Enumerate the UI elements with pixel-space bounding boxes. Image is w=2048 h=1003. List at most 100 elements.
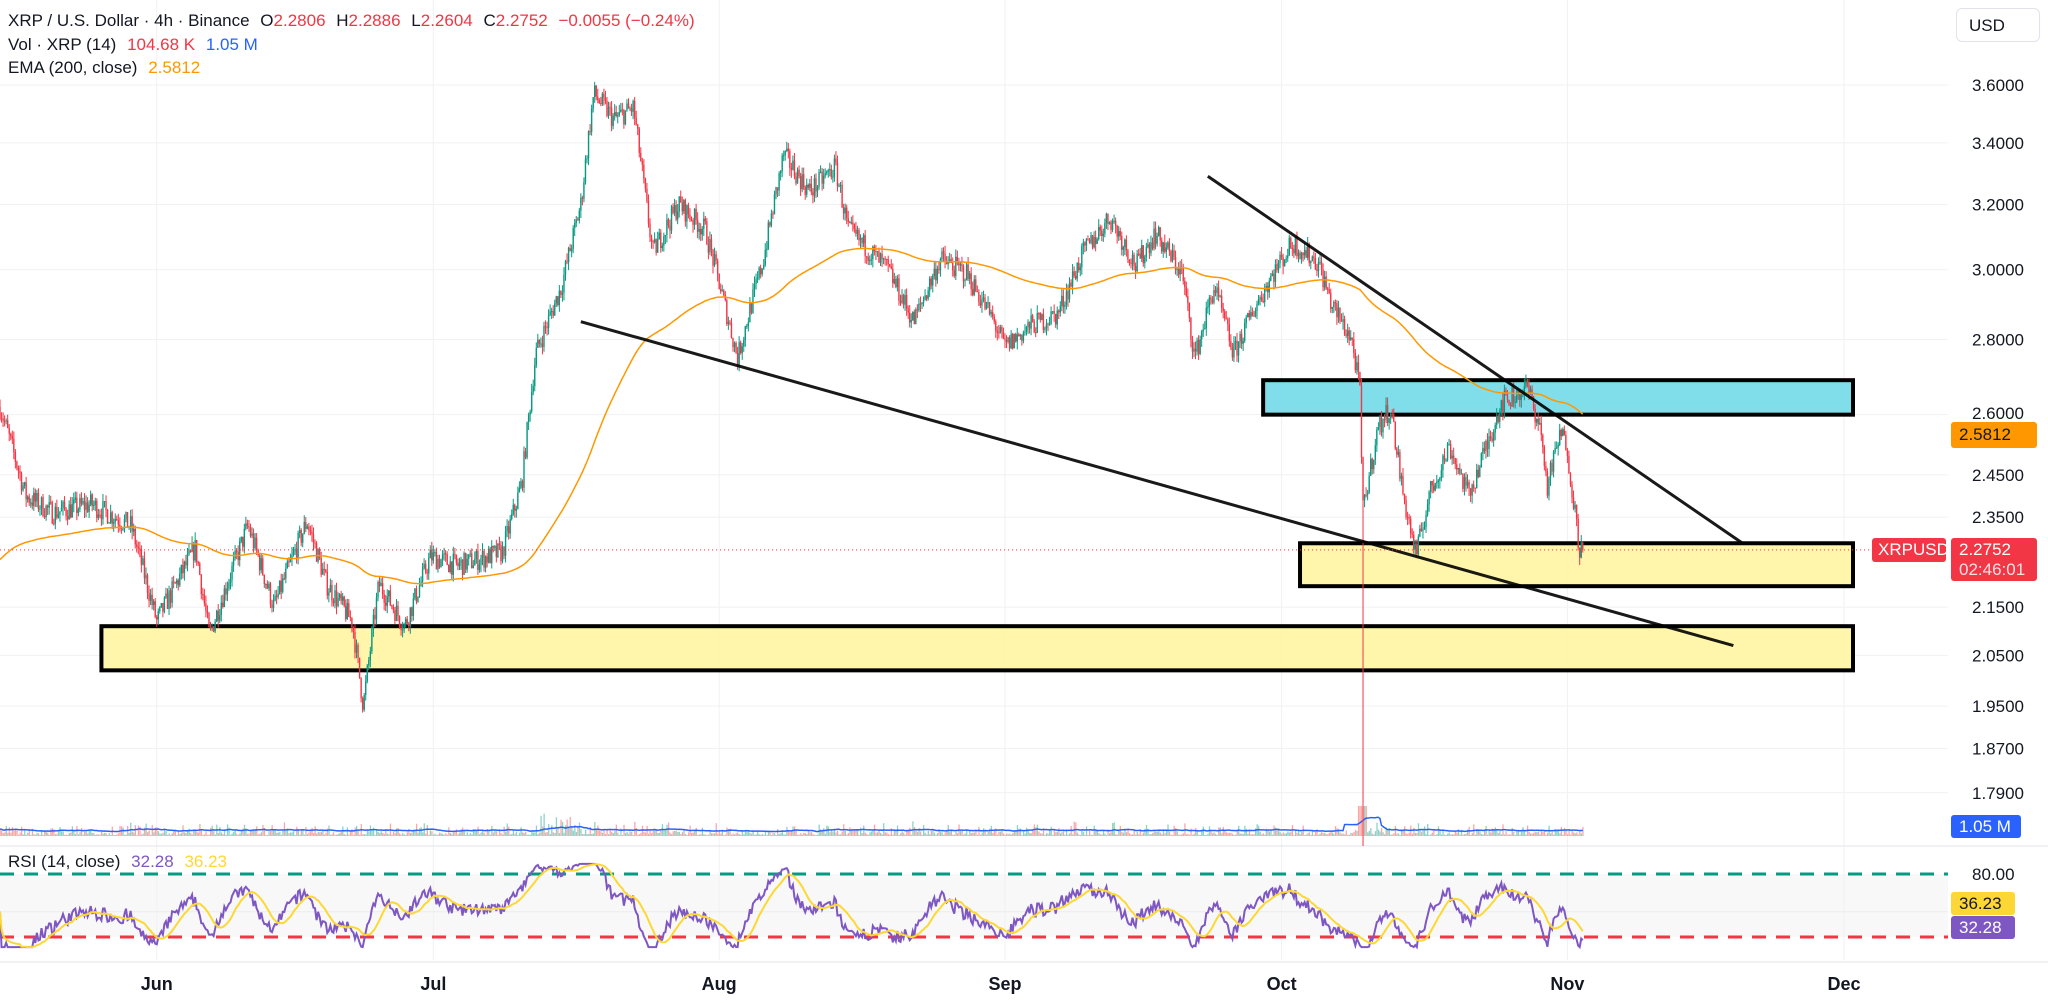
candle-body bbox=[1580, 542, 1582, 558]
volume-bar bbox=[955, 831, 957, 836]
symbol-title: XRP / U.S. Dollar · 4h · Binance bbox=[8, 11, 250, 30]
candle-body bbox=[1011, 334, 1014, 349]
candle-body bbox=[995, 321, 997, 331]
volume-bar bbox=[918, 827, 920, 836]
candle-body bbox=[1033, 321, 1035, 333]
candle-body bbox=[503, 546, 505, 556]
candle-body bbox=[1440, 470, 1443, 478]
candle-body bbox=[970, 273, 972, 290]
candle-body bbox=[818, 171, 820, 187]
candle-body bbox=[448, 565, 450, 573]
candle-body bbox=[122, 528, 124, 530]
candle-body bbox=[1439, 477, 1441, 481]
volume-bar bbox=[1036, 824, 1039, 836]
candle-body bbox=[893, 279, 896, 284]
volume-bar bbox=[858, 834, 860, 836]
candle-body bbox=[1454, 458, 1456, 465]
volume-bar bbox=[1092, 834, 1094, 836]
candle-body bbox=[1290, 237, 1292, 248]
volume-bar bbox=[1116, 834, 1118, 836]
candle-body bbox=[34, 492, 37, 502]
candle-body bbox=[229, 579, 232, 583]
candle-body bbox=[346, 603, 348, 619]
volume-ma-value: 1.05 M bbox=[205, 35, 258, 54]
candle-body bbox=[1562, 429, 1564, 437]
volume-bar bbox=[1130, 834, 1132, 836]
volume-bar bbox=[720, 833, 722, 836]
candle-body bbox=[733, 342, 736, 348]
rsi-value: 32.28 bbox=[131, 852, 174, 871]
currency-button[interactable]: USD bbox=[1956, 8, 2040, 42]
volume-bar bbox=[795, 829, 797, 836]
candle-body bbox=[2, 418, 4, 421]
candle-body bbox=[424, 563, 427, 573]
volume-bar bbox=[784, 834, 787, 836]
candle-body bbox=[593, 85, 596, 98]
volume-bar bbox=[1390, 834, 1392, 836]
volume-bar bbox=[366, 829, 369, 836]
volume-bar bbox=[1027, 829, 1029, 836]
volume-bar bbox=[528, 834, 530, 836]
candle-body bbox=[341, 596, 344, 601]
candle-body bbox=[638, 128, 640, 153]
candle-body bbox=[1073, 271, 1075, 277]
candle-body bbox=[1038, 313, 1040, 315]
candle-body bbox=[375, 597, 378, 620]
candle-body bbox=[400, 625, 402, 631]
volume-bar bbox=[558, 833, 561, 836]
candle-body bbox=[285, 568, 287, 579]
volume-bar bbox=[147, 832, 149, 836]
volume-bar bbox=[345, 834, 347, 836]
candle-body bbox=[627, 103, 630, 109]
candle-body bbox=[318, 549, 321, 558]
volume-bar bbox=[210, 827, 212, 836]
volume-bar bbox=[40, 831, 43, 836]
candle-body bbox=[849, 221, 851, 223]
volume-bar bbox=[471, 834, 473, 836]
volume-bar bbox=[1380, 827, 1383, 836]
candle-body bbox=[704, 218, 707, 222]
volume-bar bbox=[425, 833, 427, 836]
volume-bar bbox=[864, 832, 866, 836]
candle-body bbox=[1171, 250, 1174, 262]
candle-body bbox=[973, 279, 975, 295]
volume-bar bbox=[1336, 828, 1338, 836]
candle-body bbox=[39, 508, 41, 510]
volume-bar bbox=[191, 834, 193, 836]
candle-body bbox=[1563, 429, 1566, 435]
volume-bar bbox=[1022, 831, 1025, 836]
candle-body bbox=[395, 605, 398, 621]
candle-body bbox=[211, 626, 213, 628]
candle-body bbox=[371, 629, 373, 652]
volume-bar bbox=[237, 834, 239, 836]
volume-bar bbox=[326, 828, 329, 836]
volume-bar bbox=[203, 834, 206, 836]
candle-body bbox=[985, 302, 988, 309]
candle-body bbox=[1287, 255, 1289, 259]
candle-body bbox=[1328, 289, 1330, 293]
volume-bar bbox=[1480, 834, 1483, 836]
rsi-legend[interactable]: RSI (14, close) 32.28 36.23 bbox=[8, 852, 233, 872]
volume-bar bbox=[841, 831, 843, 836]
candle-body bbox=[895, 279, 897, 288]
volume-bar bbox=[67, 834, 69, 836]
ema-legend[interactable]: EMA (200, close) 2.5812 bbox=[8, 58, 206, 78]
volume-bar bbox=[789, 832, 791, 836]
candle-body bbox=[246, 523, 249, 526]
rsi-tag: 32.28 bbox=[1951, 916, 2015, 939]
candle-body bbox=[86, 502, 89, 512]
volume-bar bbox=[572, 830, 574, 836]
volume-bar bbox=[781, 830, 783, 836]
volume-bar bbox=[468, 834, 470, 836]
candle-body bbox=[45, 505, 47, 518]
candle-body bbox=[469, 553, 471, 555]
candle-body bbox=[586, 158, 588, 160]
volume-legend[interactable]: Vol · XRP (14) 104.68 K 1.05 M bbox=[8, 35, 264, 55]
candle-body bbox=[813, 178, 816, 196]
volume-bar bbox=[1465, 833, 1467, 836]
candle-body bbox=[1511, 387, 1513, 407]
volume-bar bbox=[1171, 834, 1174, 836]
candle-body bbox=[1116, 226, 1118, 237]
candle-body bbox=[944, 253, 946, 262]
